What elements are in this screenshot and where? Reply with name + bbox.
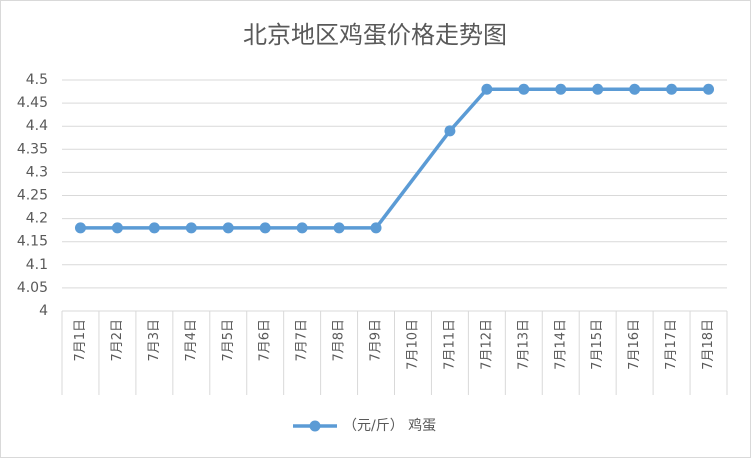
marker: [222, 222, 234, 234]
marker: [592, 83, 604, 95]
y-tick-label: 4.3: [26, 164, 48, 180]
marker: [444, 125, 456, 137]
x-tick-label: 7月9日: [369, 319, 384, 362]
y-tick-label: 4.45: [17, 95, 48, 111]
y-tick-label: 4.5: [26, 72, 48, 88]
marker: [666, 83, 678, 95]
marker: [518, 83, 530, 95]
marker: [111, 222, 123, 234]
marker: [370, 222, 382, 234]
marker: [259, 222, 271, 234]
x-tick-label: 7月8日: [332, 319, 347, 362]
marker: [74, 222, 86, 234]
marker: [555, 83, 567, 95]
x-tick-label: 7月6日: [258, 319, 273, 362]
marker: [185, 222, 197, 234]
legend-label: （元/斤） 鸡蛋: [343, 417, 436, 434]
marker: [148, 222, 160, 234]
x-tick-label: 7月11日: [442, 319, 457, 370]
x-tick-label: 7月18日: [701, 319, 716, 370]
marker: [333, 222, 345, 234]
x-tick-label: 7月2日: [110, 319, 125, 362]
y-tick-label: 4: [39, 303, 48, 319]
x-tick-label: 7月14日: [553, 319, 568, 370]
x-tick-label: 7月7日: [295, 319, 310, 362]
y-tick-label: 4.2: [26, 211, 48, 227]
x-tick-label: 7月12日: [479, 319, 494, 370]
marker: [296, 222, 308, 234]
x-tick-label: 7月17日: [664, 319, 679, 370]
y-tick-label: 4.15: [17, 234, 48, 250]
line-segment: [448, 87, 709, 132]
y-tick-label: 4.05: [17, 280, 48, 296]
legend-marker: [309, 420, 321, 432]
x-tick-label: 7月15日: [590, 319, 605, 370]
marker: [629, 83, 641, 95]
gap-connector: [374, 129, 452, 229]
y-tick-label: 4.35: [17, 141, 48, 157]
x-tick-label: 7月16日: [627, 319, 642, 370]
y-tick-label: 4.25: [17, 188, 48, 204]
x-tick-label: 7月5日: [221, 319, 236, 362]
x-tick-label: 7月13日: [516, 319, 531, 370]
x-tick-label: 7月1日: [73, 319, 88, 362]
x-tick-label: 7月4日: [184, 319, 199, 362]
chart-title: 北京地区鸡蛋价格走势图: [243, 21, 507, 49]
y-tick-label: 4.4: [26, 118, 48, 134]
x-tick-label: 7月3日: [147, 319, 162, 362]
marker: [481, 83, 493, 95]
y-tick-label: 4.1: [26, 257, 48, 273]
marker: [703, 83, 715, 95]
x-tick-label: 7月10日: [405, 319, 420, 370]
